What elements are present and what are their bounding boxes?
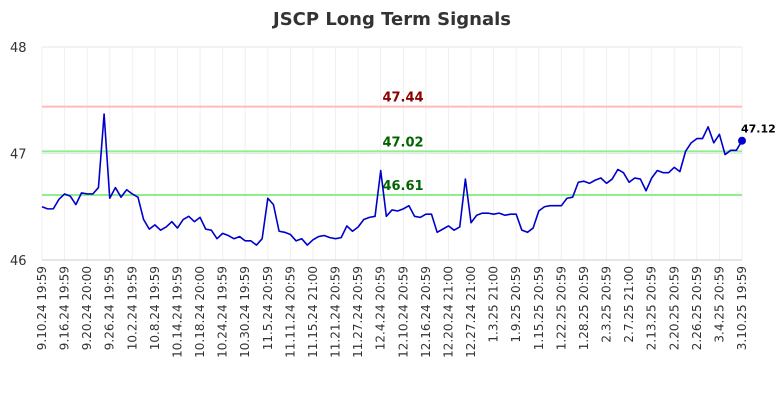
level-label: 46.61 [382, 179, 423, 194]
x-tick-label: 11.11.24 20:59 [283, 266, 297, 358]
x-tick-label: 10.2.24 19:59 [125, 266, 139, 350]
level-label: 47.02 [382, 135, 423, 150]
x-tick-label: 12.16.24 20:59 [419, 266, 433, 358]
x-tick-label: 10.18.24 20:00 [193, 266, 207, 358]
x-tick-label: 12.20.24 21:00 [441, 266, 455, 358]
x-tick-label: 2.26.25 20:59 [690, 266, 704, 350]
x-tick-label: 9.20.24 20:00 [80, 266, 94, 350]
x-tick-label: 11.15.24 21:00 [306, 266, 320, 358]
y-tick-label: 46 [10, 254, 27, 269]
x-tick-label: 11.5.24 20:59 [261, 266, 275, 350]
last-value-label: 47.12 [741, 123, 776, 136]
x-tick-label: 1.9.25 20:59 [509, 266, 523, 343]
x-tick-label: 10.24.24 19:59 [216, 266, 230, 358]
level-label: 47.44 [382, 91, 423, 106]
grid [41, 46, 743, 261]
x-tick-label: 1.15.25 20:59 [532, 266, 546, 350]
x-tick-label: 3.10.25 19:59 [735, 266, 749, 350]
x-tick-label: 1.28.25 20:59 [577, 266, 591, 350]
x-tick-label: 2.7.25 21:00 [622, 266, 636, 343]
x-tick-label: 12.27.24 21:00 [464, 266, 478, 358]
x-tick-label: 2.13.25 20:59 [645, 266, 659, 350]
x-tick-label: 9.10.24 19:59 [35, 266, 49, 350]
x-tick-label: 10.14.24 19:59 [170, 266, 184, 358]
x-tick-label: 2.3.25 20:59 [600, 266, 614, 343]
x-tick-label: 12.10.24 20:59 [396, 266, 410, 358]
x-tick-label: 10.30.24 19:59 [238, 266, 252, 358]
y-tick-label: 48 [10, 41, 27, 56]
chart-title: JSCP Long Term Signals [271, 9, 511, 30]
x-tick-label: 12.4.24 20:59 [374, 266, 388, 350]
x-tick-label: 9.16.24 19:59 [58, 266, 72, 350]
x-tick-label: 2.20.25 20:59 [667, 266, 681, 350]
y-tick-label: 47 [10, 148, 27, 163]
series-line [41, 113, 743, 246]
x-tick-label: 11.21.24 20:59 [329, 266, 343, 358]
last-point [738, 136, 746, 145]
x-tick-label: 1.3.25 21:00 [487, 266, 501, 343]
series: 47.12 [41, 113, 776, 246]
x-tick-label: 10.8.24 19:59 [148, 266, 162, 350]
x-tick-label: 1.22.25 20:59 [554, 266, 568, 350]
x-axis: 9.10.24 19:59 9.16.24 19:59 9.20.24 20:00 9… [35, 259, 749, 358]
x-tick-label: 11.27.24 20:59 [351, 266, 365, 358]
x-tick-label: 9.26.24 19:59 [103, 266, 117, 350]
x-tick-label: 3.4.25 20:59 [712, 266, 726, 343]
y-axis: 46 47 48 [10, 41, 27, 269]
signal-levels: 47.44 47.02 46.61 [42, 91, 742, 197]
